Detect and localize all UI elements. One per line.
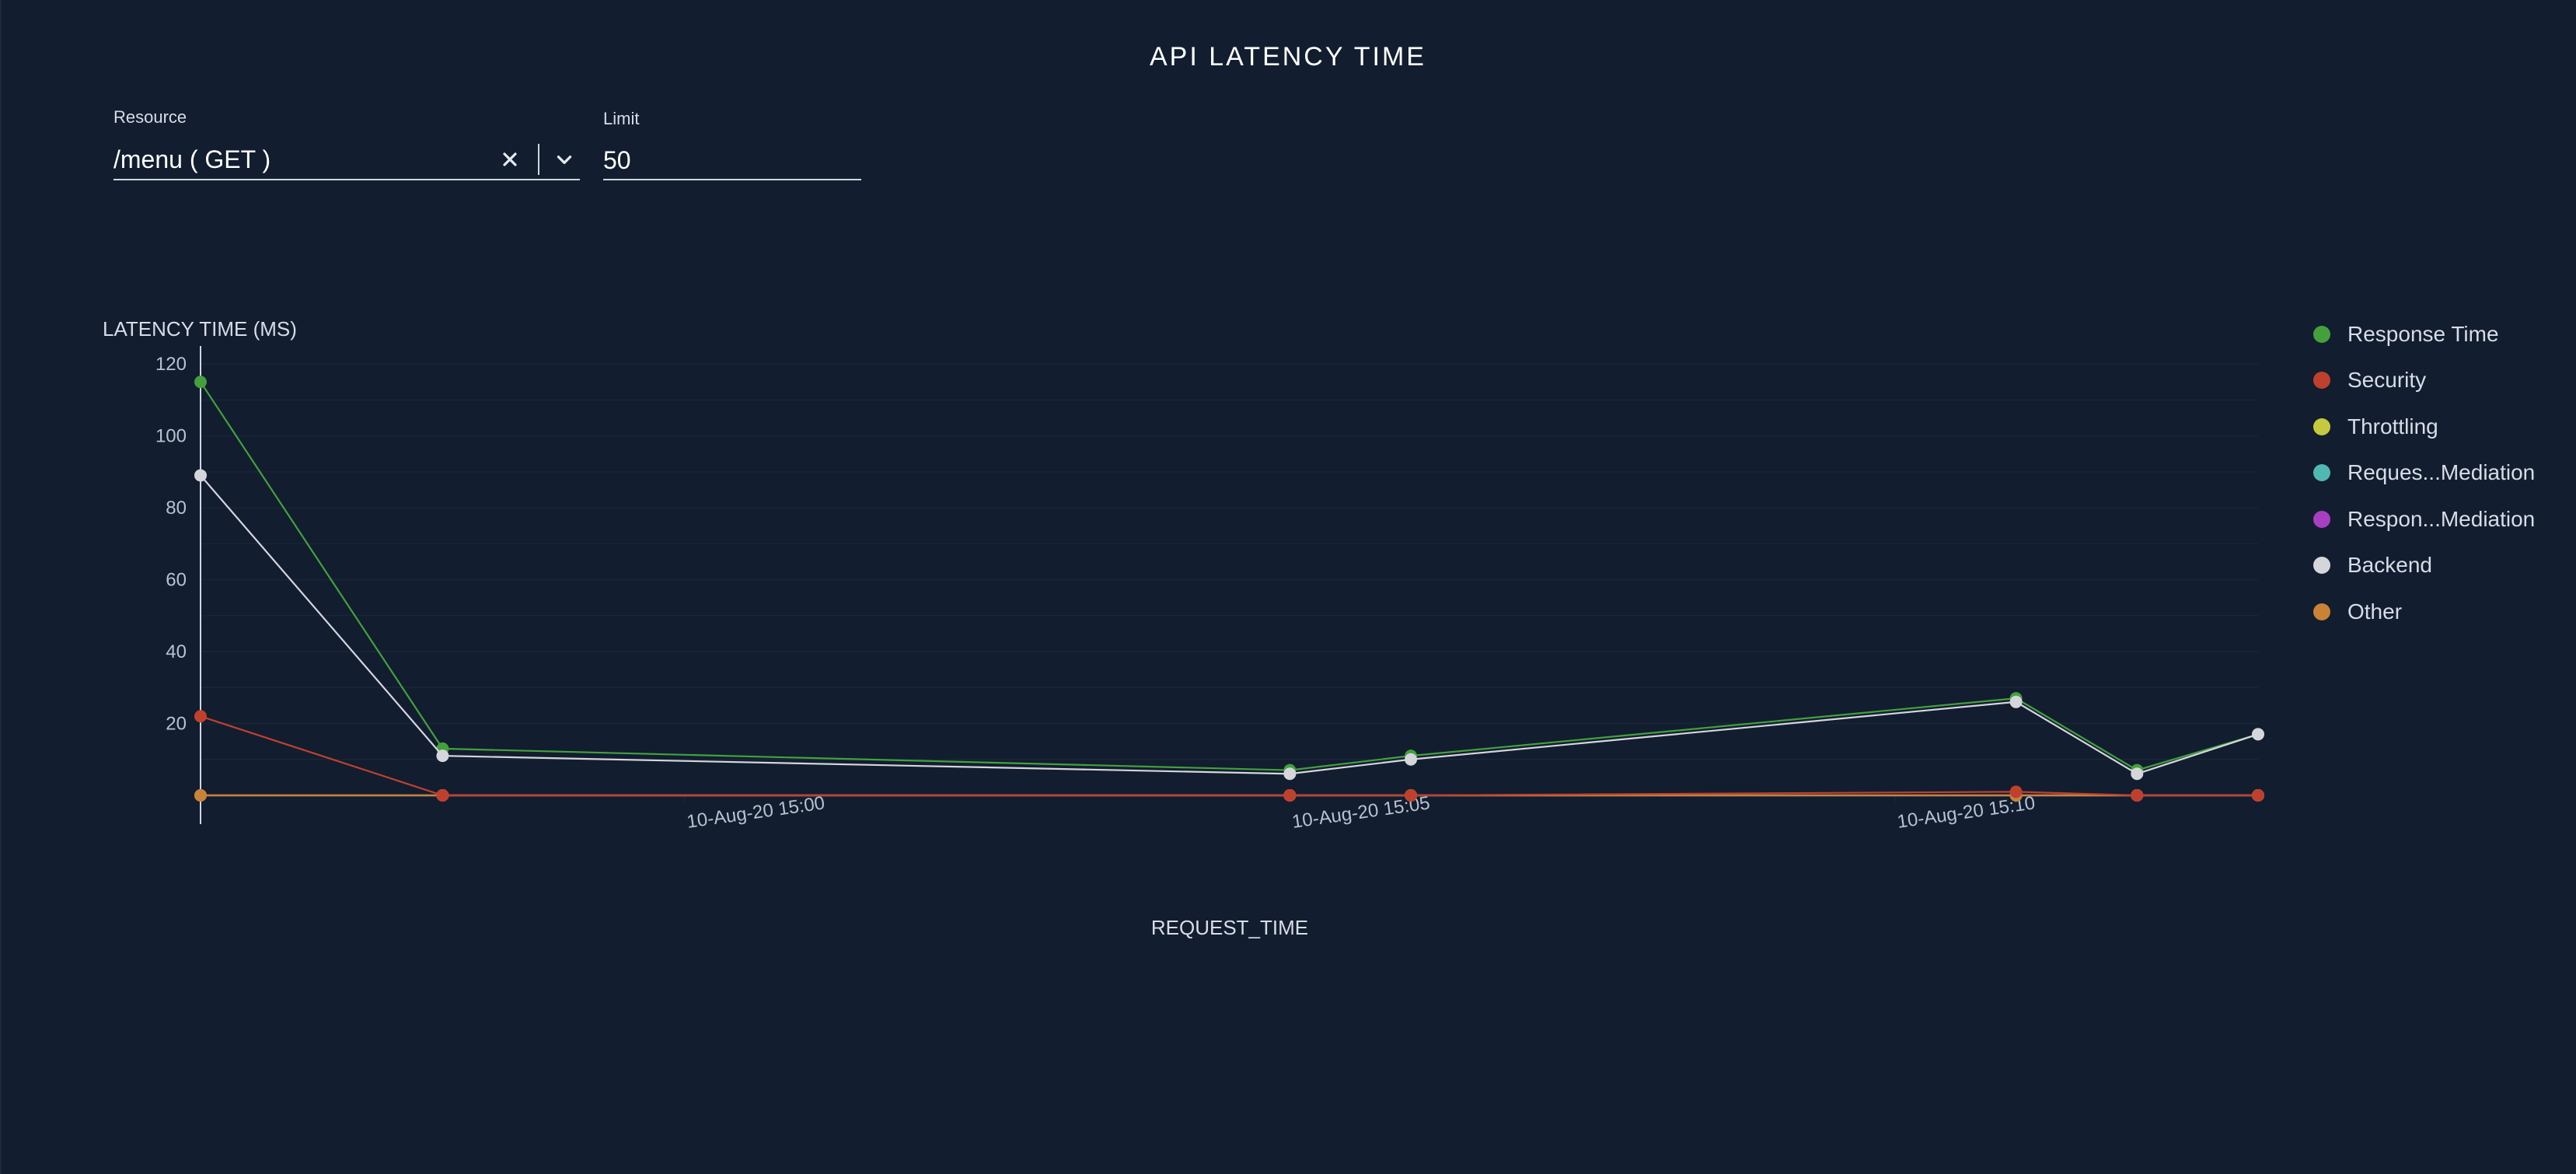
legend-dot-icon [2313, 510, 2330, 528]
y-tick-label: 60 [166, 570, 187, 591]
y-tick-label: 20 [166, 714, 187, 735]
legend-label: Throttling [2347, 414, 2438, 439]
legend-item[interactable]: Response Time [2313, 311, 2535, 358]
data-point-backend [436, 749, 449, 763]
resource-field: Resource /menu ( GET ) [113, 107, 580, 180]
chevron-down-icon[interactable] [549, 144, 580, 175]
resource-label: Resource [113, 107, 187, 127]
legend-label: Respon...Mediation [2347, 506, 2536, 531]
legend-dot-icon [2313, 372, 2330, 390]
legend-item[interactable]: Other [2313, 589, 2535, 635]
y-tick-label: 40 [166, 641, 187, 662]
series-line-security [200, 715, 2258, 797]
x-tick-label: 10-Aug-20 15:00 [686, 792, 826, 833]
page-title: API LATENCY TIME [1150, 42, 1426, 72]
left-edge-strip [0, 0, 2, 1174]
legend-item[interactable]: Throttling [2313, 404, 2535, 450]
data-point-backend [194, 469, 207, 482]
data-point-security [2009, 785, 2023, 798]
data-point-backend [2009, 695, 2023, 708]
data-point-backend [2131, 767, 2144, 781]
data-point-security [436, 789, 449, 802]
data-point-backend [1283, 767, 1297, 781]
legend-label: Backend [2347, 553, 2432, 578]
legend-dot-icon [2313, 325, 2330, 343]
x-axis-label: REQUEST_TIME [1151, 916, 1308, 939]
series-line-response-time [200, 381, 2259, 771]
limit-input-value[interactable]: 50 [603, 145, 631, 174]
legend-dot-icon [2313, 557, 2330, 575]
legend-label: Reques...Mediation [2347, 460, 2536, 485]
legend-dot-icon [2313, 603, 2330, 620]
legend-dot-icon [2313, 418, 2330, 435]
limit-label: Limit [603, 109, 640, 128]
y-tick-label: 120 [155, 354, 187, 375]
clear-icon[interactable] [494, 144, 525, 175]
legend-dot-icon [2313, 464, 2330, 482]
y-axis-label: LATENCY TIME (MS) [103, 317, 297, 341]
data-point-security [2252, 789, 2264, 802]
legend-item[interactable]: Backend [2313, 543, 2535, 589]
data-point-security [2131, 789, 2144, 802]
data-point-backend [1405, 753, 1418, 766]
limit-field: Limit 50 [603, 109, 861, 180]
series-line-backend [200, 474, 2259, 775]
data-point-security [194, 710, 207, 723]
data-point-backend [2252, 728, 2264, 741]
legend-item[interactable]: Reques...Mediation [2313, 450, 2535, 497]
resource-select[interactable]: /menu ( GET ) [113, 140, 580, 180]
y-tick-label: 80 [166, 498, 187, 519]
y-tick-label: 100 [155, 426, 187, 447]
legend-label: Security [2347, 368, 2427, 393]
data-point-security [1405, 789, 1418, 802]
legend-item[interactable]: Security [2313, 358, 2535, 404]
chart-legend: Response Time Security Throttling Reques...… [2313, 311, 2535, 635]
data-point-security [1283, 789, 1297, 802]
legend-label: Response Time [2347, 321, 2499, 346]
legend-item[interactable]: Respon...Mediation [2313, 496, 2535, 543]
legend-label: Other [2347, 599, 2403, 624]
select-separator [538, 144, 539, 175]
data-point-response-time [194, 376, 207, 389]
data-point-other [194, 789, 207, 802]
resource-select-value[interactable]: /menu ( GET ) [113, 145, 271, 173]
limit-input[interactable]: 50 [603, 142, 861, 180]
